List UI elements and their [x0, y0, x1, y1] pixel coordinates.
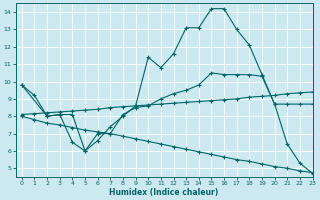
- X-axis label: Humidex (Indice chaleur): Humidex (Indice chaleur): [109, 188, 219, 197]
